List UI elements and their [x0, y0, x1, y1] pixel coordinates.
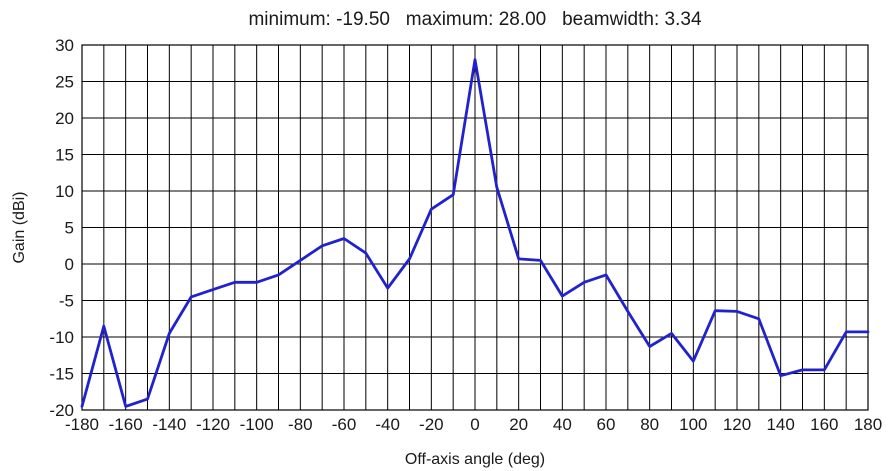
- x-tick-label: -120: [196, 415, 230, 434]
- y-axis-label: Gain (dBi): [11, 191, 28, 263]
- x-tick-label: -40: [375, 415, 400, 434]
- chart-title: minimum: -19.50 maximum: 28.00 beamwidth…: [248, 9, 701, 30]
- x-tick-label: 180: [854, 415, 882, 434]
- x-tick-label: 80: [640, 415, 659, 434]
- x-tick-label: 60: [597, 415, 616, 434]
- x-tick-label: 160: [810, 415, 838, 434]
- x-tick-label: -180: [65, 415, 99, 434]
- y-tick-label: -10: [49, 328, 74, 347]
- x-tick-label: -160: [109, 415, 143, 434]
- y-tick-label: -5: [59, 292, 74, 311]
- x-tick-label: -20: [419, 415, 444, 434]
- y-tick-label: 30: [55, 36, 74, 55]
- series-layer: [80, 58, 870, 408]
- y-tick-label: 25: [55, 73, 74, 92]
- y-tick-label: 10: [55, 182, 74, 201]
- x-tick-label: -60: [332, 415, 357, 434]
- x-tick-label: 0: [470, 415, 479, 434]
- x-tick-label: 40: [553, 415, 572, 434]
- x-tick-label: -100: [240, 415, 274, 434]
- y-tick-label: 15: [55, 146, 74, 165]
- x-tick-label: -140: [152, 415, 186, 434]
- x-tick-label: -80: [288, 415, 313, 434]
- y-axis-ticks: -20 -15 -10 -5 0 5 10 15 20 25 30: [49, 36, 74, 420]
- y-tick-label: 0: [65, 255, 74, 274]
- y-tick-label: -15: [49, 365, 74, 384]
- y-tick-label: 5: [65, 219, 74, 238]
- plot-area: [81, 44, 869, 411]
- x-tick-label: 20: [509, 415, 528, 434]
- y-tick-label: 20: [55, 109, 74, 128]
- x-tick-label: 140: [766, 415, 794, 434]
- grid-lines: [81, 44, 869, 411]
- y-tick-label: -20: [49, 401, 74, 420]
- x-axis-ticks: -180 -160 -140 -120 -100 -80 -60 -40 -20 0 20 40 60 8…: [65, 415, 882, 434]
- series-line-1: [80, 58, 870, 408]
- x-tick-label: 120: [723, 415, 751, 434]
- x-axis-label: Off-axis angle (deg): [405, 451, 545, 468]
- x-tick-label: 100: [679, 415, 707, 434]
